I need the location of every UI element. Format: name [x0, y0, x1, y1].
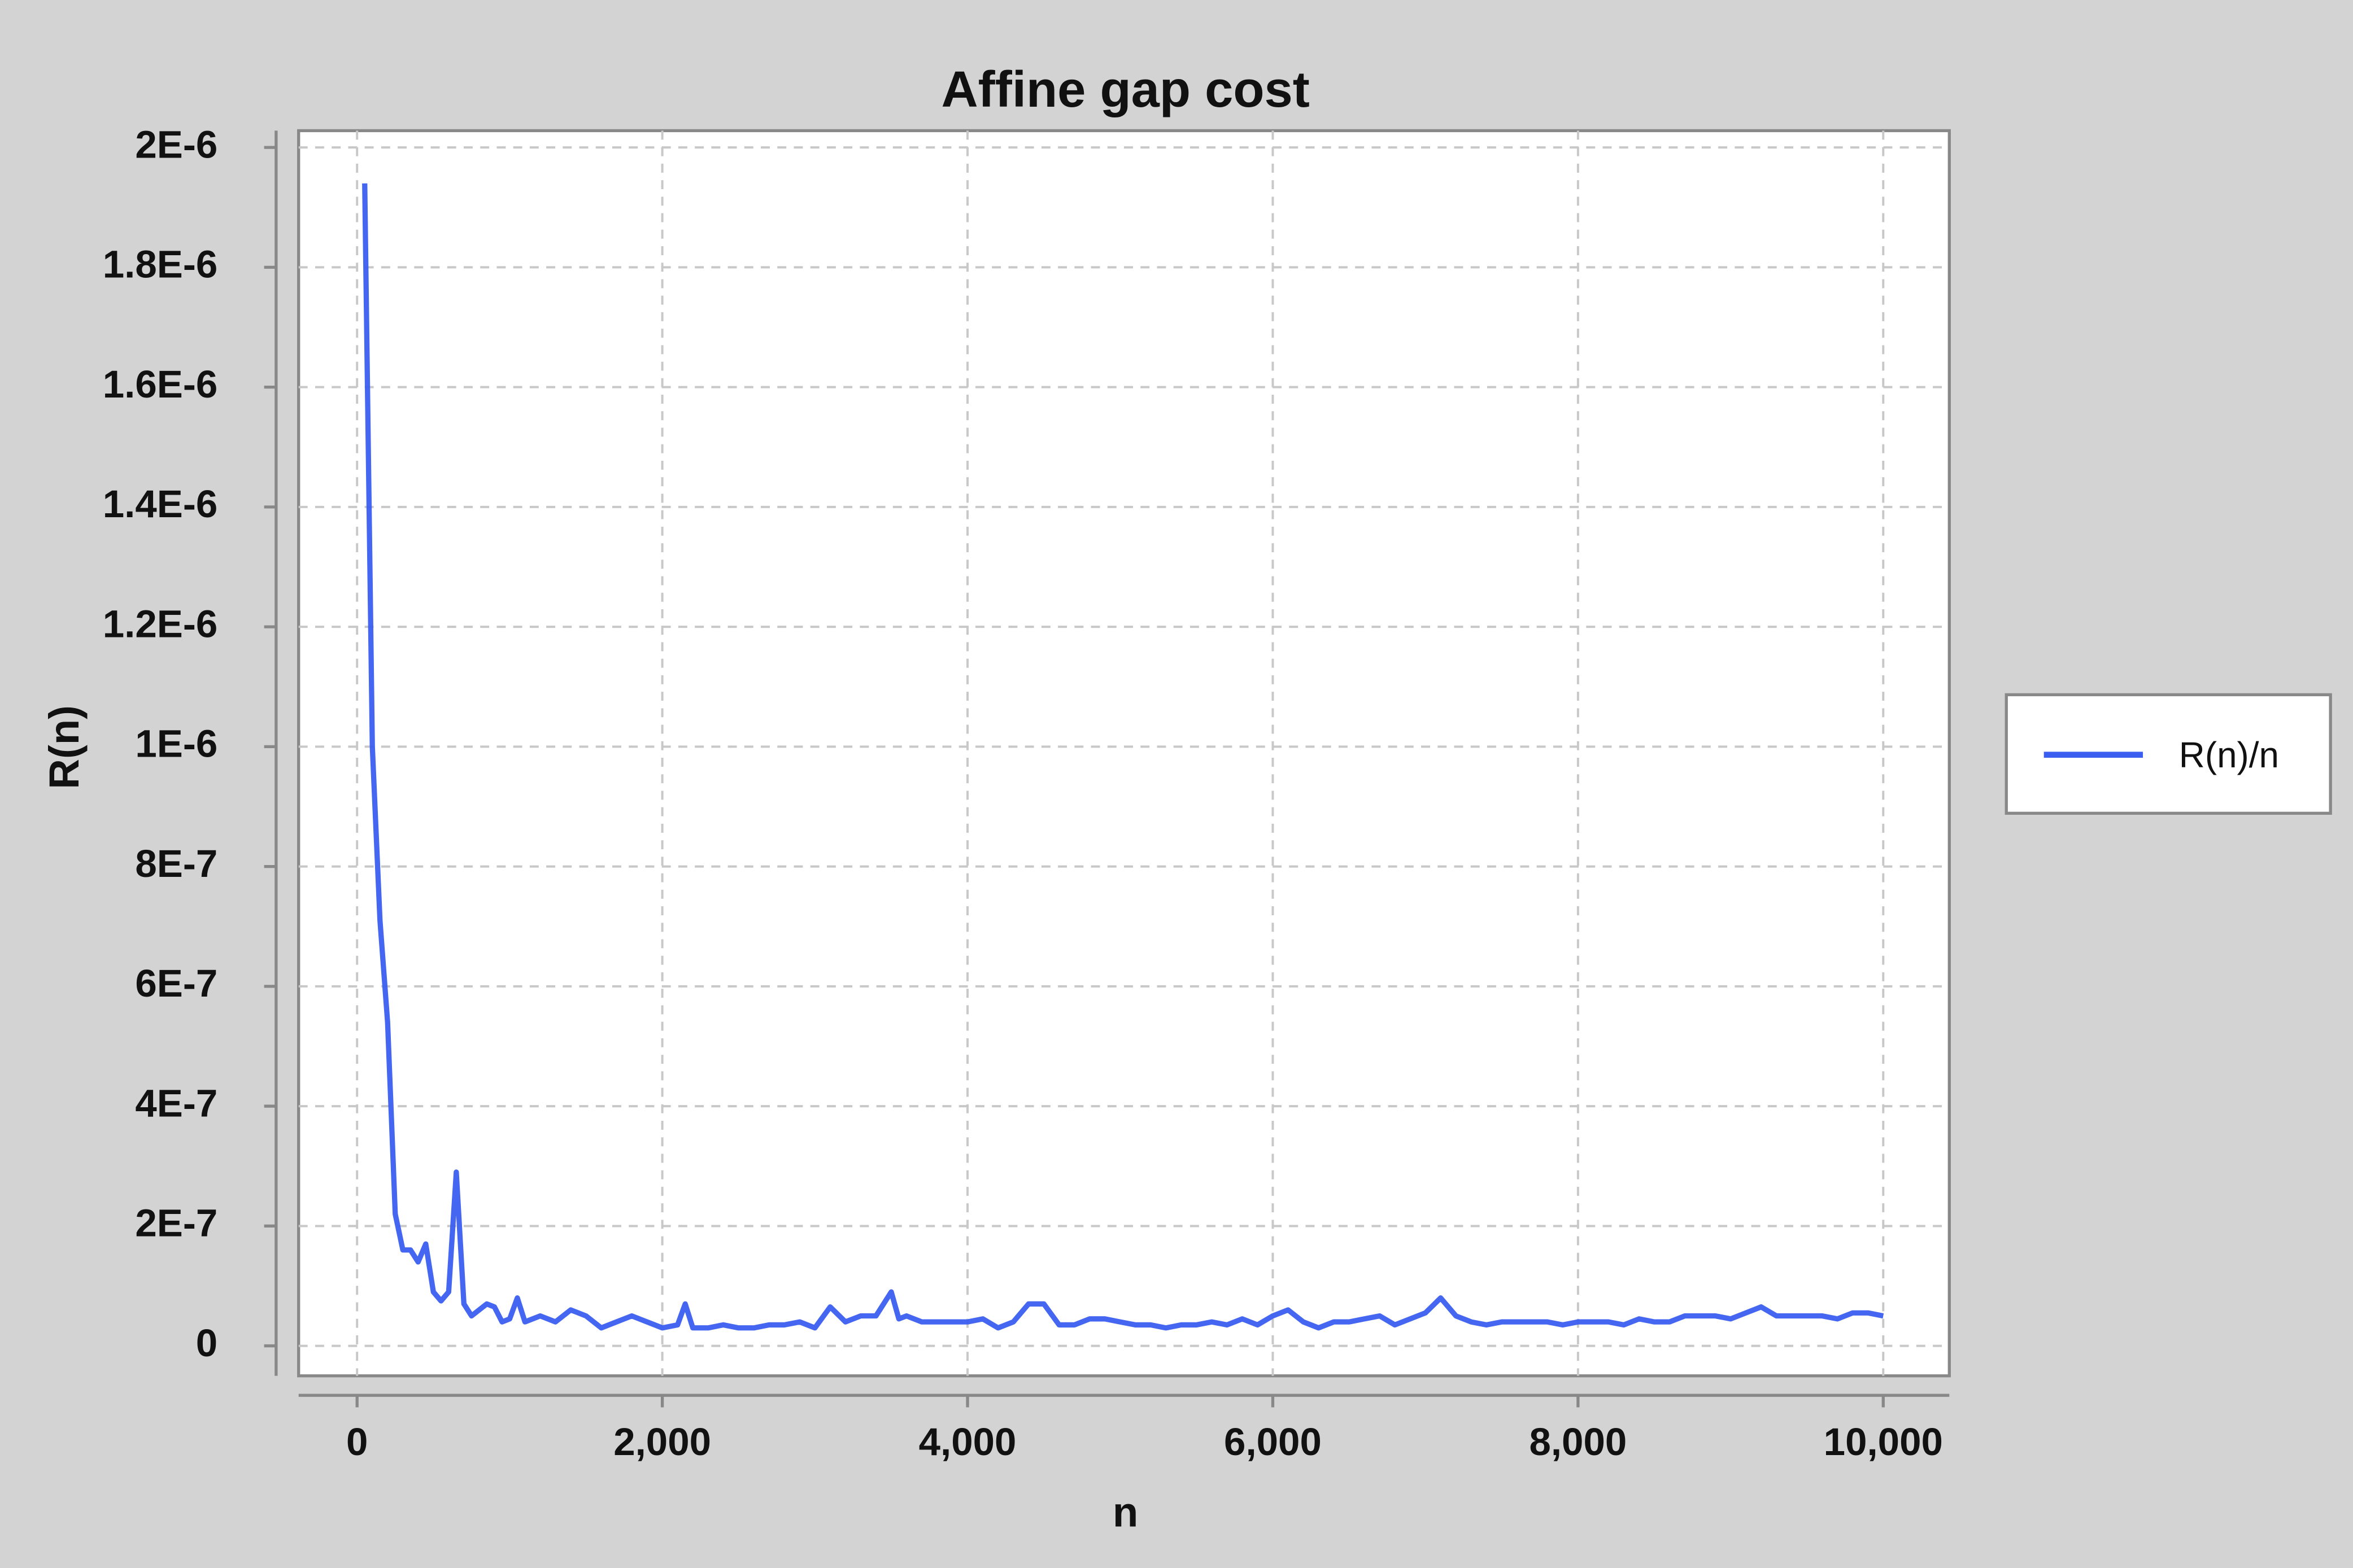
- legend-label: R(n)/n: [2179, 735, 2279, 775]
- x-tick-label: 4,000: [919, 1420, 1017, 1464]
- y-tick-label: 2E-6: [135, 122, 217, 166]
- y-tick-label: 2E-7: [135, 1201, 217, 1245]
- y-axis-label: R(n): [41, 705, 88, 789]
- x-axis-label: n: [1113, 1488, 1138, 1535]
- plot-area: [297, 129, 1951, 1378]
- y-tick-label: 1.2E-6: [103, 601, 217, 645]
- chart-title: Affine gap cost: [941, 61, 1309, 118]
- y-tick-label: 1.6E-6: [103, 362, 217, 406]
- data-line: [362, 183, 1884, 1331]
- y-tick-label: 6E-7: [135, 961, 217, 1005]
- x-tick-label: 0: [346, 1420, 368, 1464]
- y-tick-label: 0: [196, 1321, 217, 1365]
- x-tick-label: 10,000: [1824, 1420, 1943, 1464]
- x-tick-label: 2,000: [613, 1420, 711, 1464]
- x-tick-label: 6,000: [1224, 1420, 1322, 1464]
- y-tick-label: 4E-7: [135, 1081, 217, 1125]
- y-tick-label: 8E-7: [135, 841, 217, 885]
- y-tick-label: 1E-6: [135, 722, 217, 766]
- y-tick-label: 1.8E-6: [103, 242, 217, 286]
- x-tick-label: 8,000: [1529, 1420, 1627, 1464]
- y-tick-label: 1.4E-6: [103, 482, 217, 526]
